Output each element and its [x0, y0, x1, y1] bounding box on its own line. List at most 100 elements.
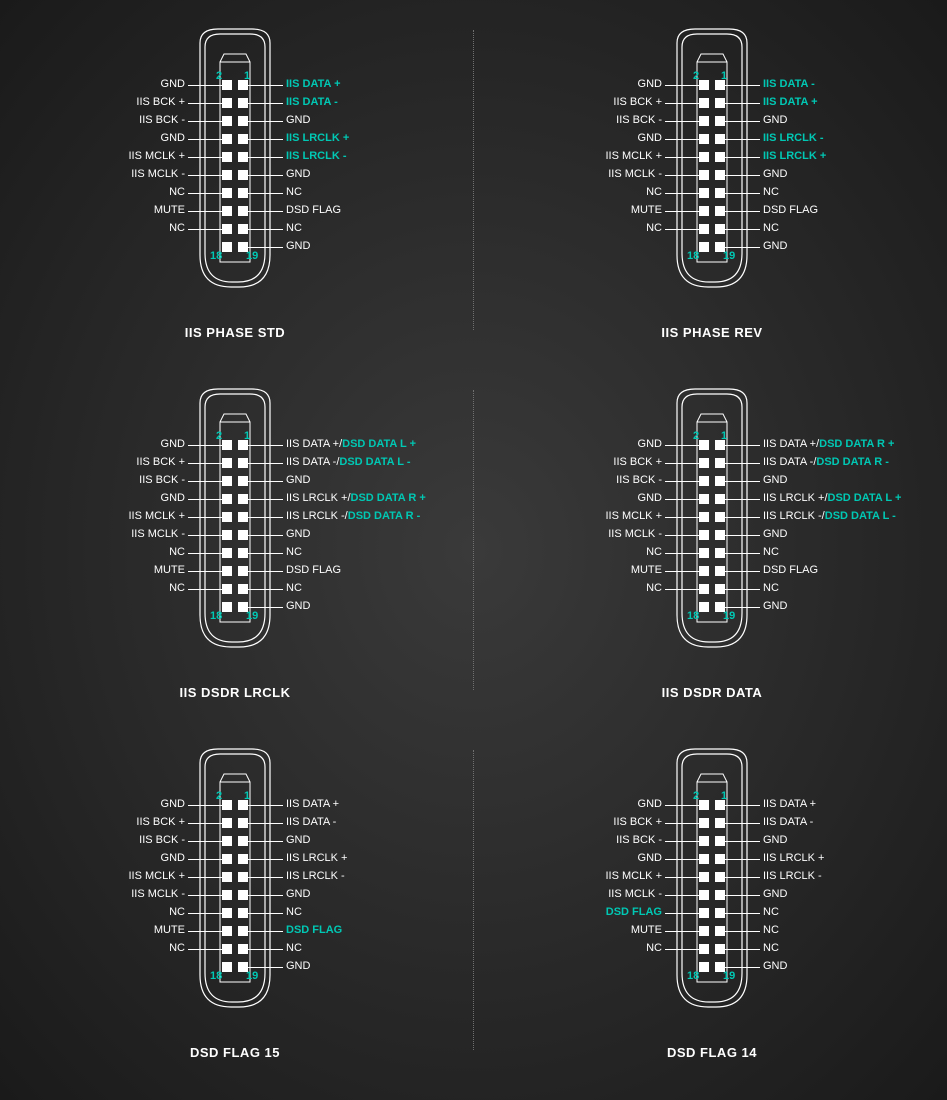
pin-label: GND: [638, 852, 662, 864]
pin-number: 19: [723, 610, 735, 622]
pin-number: 1: [244, 70, 250, 82]
pin-label: GND: [638, 438, 662, 450]
pin-label: IIS MCLK -: [131, 168, 185, 180]
pin-label: IIS LRCLK +: [286, 132, 349, 144]
pin-label: GND: [161, 438, 185, 450]
pin-number: 1: [244, 430, 250, 442]
pin-number: 18: [210, 610, 222, 622]
pin-label: GND: [638, 798, 662, 810]
pin-number: 19: [246, 970, 258, 982]
pin-label: GND: [286, 834, 310, 846]
pin-label: GND: [763, 600, 787, 612]
pin-label: IIS BCK -: [616, 114, 662, 126]
pin-label: IIS DATA +: [286, 78, 341, 90]
pin-number: 2: [216, 430, 222, 442]
pin-number: 19: [246, 610, 258, 622]
pin-label: GND: [161, 132, 185, 144]
pin-label: IIS DATA +: [763, 798, 816, 810]
pin-number: 19: [246, 250, 258, 262]
pin-label: MUTE: [631, 204, 662, 216]
pin-label: NC: [286, 582, 302, 594]
pin-label: GND: [763, 528, 787, 540]
pin-label: NC: [169, 546, 185, 558]
pin-label: NC: [169, 906, 185, 918]
pin-number: 2: [693, 430, 699, 442]
pin-label: IIS MCLK +: [605, 870, 662, 882]
pin-label: NC: [286, 222, 302, 234]
pin-label: GND: [161, 492, 185, 504]
pin-label: IIS LRCLK +: [286, 852, 347, 864]
pin-label: NC: [646, 186, 662, 198]
pin-number: 1: [244, 790, 250, 802]
pin-number: 1: [721, 790, 727, 802]
pin-label: IIS MCLK +: [128, 510, 185, 522]
pin-label: IIS MCLK -: [608, 888, 662, 900]
pin-number: 19: [723, 970, 735, 982]
pin-label: IIS BCK +: [613, 456, 662, 468]
pin-label: IIS BCK -: [139, 834, 185, 846]
pin-label: DSD FLAG: [286, 204, 341, 216]
pin-label: NC: [763, 582, 779, 594]
pin-label: DSD FLAG: [286, 924, 342, 936]
pin-label: MUTE: [631, 564, 662, 576]
pin-label: IIS DATA -: [286, 816, 336, 828]
pin-label: GND: [286, 168, 310, 180]
pin-label: NC: [286, 546, 302, 558]
pin-label: NC: [169, 582, 185, 594]
pin-label: IIS LRCLK -: [286, 870, 345, 882]
pin-label: NC: [646, 222, 662, 234]
pin-label: NC: [763, 924, 779, 936]
pin-label: IIS MCLK -: [131, 528, 185, 540]
pin-label: IIS MCLK +: [605, 510, 662, 522]
diagram-dsdr-lrclk: 121819GNDIIS BCK +IIS BCK -GNDIIS MCLK +…: [0, 370, 470, 710]
pin-label: NC: [169, 222, 185, 234]
pin-label: IIS DATA -/DSD DATA L -: [286, 456, 410, 468]
pin-label: NC: [286, 186, 302, 198]
pin-label: NC: [169, 942, 185, 954]
pin-label: IIS DATA +: [763, 96, 818, 108]
pin-label: IIS BCK -: [616, 474, 662, 486]
pin-label: GND: [286, 528, 310, 540]
pin-label: NC: [646, 942, 662, 954]
diagram-title: IIS DSDR DATA: [477, 685, 947, 700]
pin-label: DSD FLAG: [286, 564, 341, 576]
pin-number: 18: [210, 250, 222, 262]
pin-label: MUTE: [154, 564, 185, 576]
pin-label: GND: [286, 240, 310, 252]
pin-label: IIS DATA -: [763, 78, 815, 90]
pin-label: IIS DATA +/DSD DATA L +: [286, 438, 416, 450]
pin-label: IIS BCK -: [616, 834, 662, 846]
pin-label: IIS LRCLK +: [763, 150, 826, 162]
pin-label: GND: [763, 114, 787, 126]
diagram-title: DSD FLAG 15: [0, 1045, 470, 1060]
pin-number: 1: [721, 430, 727, 442]
pin-label: NC: [169, 186, 185, 198]
pin-label: IIS DATA +/DSD DATA R +: [763, 438, 894, 450]
pin-label: MUTE: [631, 924, 662, 936]
pin-label: GND: [763, 834, 787, 846]
pin-label: GND: [763, 474, 787, 486]
pin-label: IIS BCK +: [136, 456, 185, 468]
pin-label: IIS LRCLK -: [763, 132, 824, 144]
pin-label: GND: [286, 474, 310, 486]
pin-label: NC: [763, 906, 779, 918]
pin-number: 18: [687, 970, 699, 982]
pin-label: GND: [161, 852, 185, 864]
pin-label: NC: [763, 222, 779, 234]
pin-number: 18: [210, 970, 222, 982]
pin-label: IIS LRCLK +: [763, 852, 824, 864]
diagram-phase-std: 121819GNDIIS BCK +IIS BCK -GNDIIS MCLK +…: [0, 10, 470, 350]
pin-label: GND: [763, 888, 787, 900]
pin-label: GND: [161, 78, 185, 90]
pin-number: 18: [687, 250, 699, 262]
diagram-title: DSD FLAG 14: [477, 1045, 947, 1060]
pin-label: GND: [763, 240, 787, 252]
pin-label: MUTE: [154, 924, 185, 936]
pin-number: 1: [721, 70, 727, 82]
pin-label: GND: [638, 78, 662, 90]
pin-label: GND: [763, 168, 787, 180]
pin-label: GND: [763, 960, 787, 972]
pin-number: 18: [687, 610, 699, 622]
diagram-title: IIS PHASE REV: [477, 325, 947, 340]
pin-label: NC: [286, 906, 302, 918]
